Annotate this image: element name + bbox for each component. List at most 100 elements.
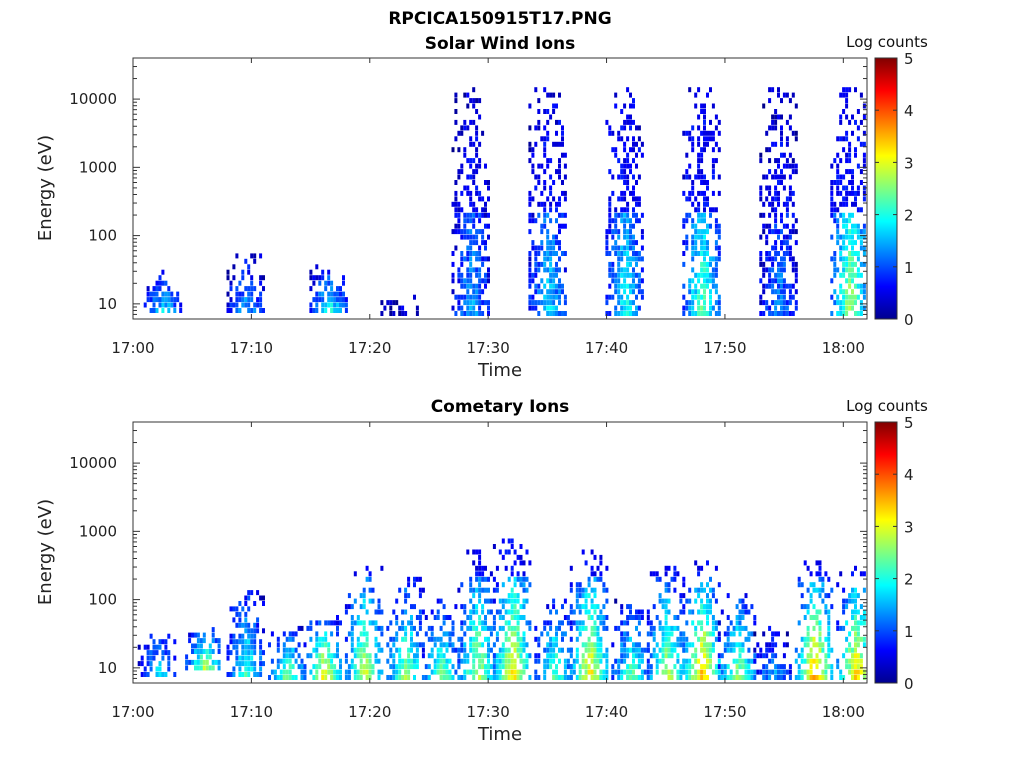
heatmap-cell xyxy=(368,571,372,577)
heatmap-cell xyxy=(543,675,547,680)
heatmap-cell xyxy=(794,267,798,273)
heatmap-cell xyxy=(854,283,857,289)
heatmap-cell xyxy=(614,212,618,218)
heatmap-cell xyxy=(614,289,618,295)
heatmap-cell xyxy=(501,615,505,620)
heatmap-cell xyxy=(700,565,704,571)
heatmap-cell xyxy=(667,565,671,571)
heatmap-cell xyxy=(463,125,467,131)
heatmap-cell xyxy=(353,653,357,659)
heatmap-cell xyxy=(489,609,493,615)
heatmap-cell xyxy=(555,201,558,207)
heatmap-cell xyxy=(315,636,319,642)
heatmap-cell xyxy=(460,658,464,664)
heatmap-cell xyxy=(167,650,171,656)
heatmap-cell xyxy=(590,587,594,593)
heatmap-cell xyxy=(599,615,603,620)
heatmap-cell xyxy=(569,664,573,670)
heatmap-cell xyxy=(815,664,819,670)
heatmap-cell xyxy=(839,234,843,240)
heatmap-cell xyxy=(472,311,476,316)
heatmap-cell xyxy=(800,669,804,675)
heatmap-cell xyxy=(149,297,153,303)
heatmap-cell xyxy=(247,639,251,645)
heatmap-cell xyxy=(424,615,428,620)
heatmap-cell xyxy=(768,185,772,191)
heatmap-cell xyxy=(475,576,479,582)
heatmap-cell xyxy=(732,642,736,648)
heatmap-cell xyxy=(439,598,443,604)
heatmap-cell xyxy=(818,587,822,593)
heatmap-cell xyxy=(350,604,354,610)
heatmap-cell xyxy=(691,294,695,300)
heatmap-cell xyxy=(333,653,337,659)
heatmap-cell xyxy=(552,245,556,251)
heatmap-cell xyxy=(862,152,866,158)
heatmap-cell xyxy=(664,598,668,604)
heatmap-cell xyxy=(842,587,846,593)
heatmap-cell xyxy=(646,631,650,637)
heatmap-cell xyxy=(649,625,653,631)
heatmap-cell xyxy=(513,549,517,555)
heatmap-cell xyxy=(241,302,245,308)
heatmap-cell xyxy=(270,669,274,675)
heatmap-cell xyxy=(629,675,632,680)
heatmap-cell xyxy=(685,212,689,218)
heatmap-cell xyxy=(463,229,467,235)
heatmap-cell xyxy=(472,207,476,213)
heatmap-cell xyxy=(528,625,532,631)
heatmap-cell xyxy=(463,669,467,675)
heatmap-cell xyxy=(146,661,150,667)
heatmap-cell xyxy=(679,631,683,637)
heatmap-cell xyxy=(741,625,745,631)
heatmap-cell xyxy=(818,658,822,664)
heatmap-cell xyxy=(413,642,416,648)
heatmap-cell xyxy=(809,582,813,588)
heatmap-cell xyxy=(706,245,709,251)
heatmap-cell xyxy=(489,631,493,637)
heatmap-cell xyxy=(549,190,553,196)
heatmap-cell xyxy=(259,650,263,656)
heatmap-cell xyxy=(711,620,715,626)
heatmap-cell xyxy=(575,647,579,653)
heatmap-cell xyxy=(552,636,556,642)
heatmap-cell xyxy=(543,300,547,306)
heatmap-cell xyxy=(324,669,328,675)
heatmap-cell xyxy=(404,664,408,670)
heatmap-cell xyxy=(463,234,467,240)
x-tick-label: 17:30 xyxy=(467,703,510,721)
heatmap-cell xyxy=(433,636,437,642)
heatmap-cell xyxy=(791,201,795,207)
heatmap-cell xyxy=(780,174,783,180)
heatmap-cell xyxy=(759,234,763,240)
heatmap-cell xyxy=(629,256,632,262)
heatmap-cell xyxy=(614,283,618,289)
heatmap-cell xyxy=(534,185,538,191)
heatmap-cell xyxy=(472,653,476,659)
heatmap-cell xyxy=(454,109,458,114)
heatmap-cell xyxy=(608,229,612,235)
heatmap-cell xyxy=(605,625,609,631)
heatmap-cell xyxy=(637,615,641,620)
heatmap-cell xyxy=(711,174,715,180)
heatmap-cell xyxy=(253,650,257,656)
heatmap-cell xyxy=(859,207,863,213)
heatmap-cell xyxy=(555,261,558,267)
y-tick-label: 10000 xyxy=(69,454,117,472)
heatmap-cell xyxy=(824,636,828,642)
heatmap-cell xyxy=(732,631,736,637)
heatmap-cell xyxy=(700,212,704,218)
heatmap-cell xyxy=(617,289,621,295)
heatmap-cell xyxy=(635,163,638,169)
heatmap-cell xyxy=(546,245,550,251)
heatmap-cell xyxy=(481,604,485,610)
heatmap-cell xyxy=(608,267,612,273)
heatmap-cell xyxy=(528,267,532,273)
heatmap-cell xyxy=(854,294,857,300)
heatmap-cell xyxy=(478,283,482,289)
heatmap-cell xyxy=(211,632,215,638)
heatmap-cell xyxy=(543,267,547,273)
heatmap-cell xyxy=(309,269,313,275)
heatmap-cell xyxy=(549,174,553,180)
heatmap-cell xyxy=(487,305,490,311)
